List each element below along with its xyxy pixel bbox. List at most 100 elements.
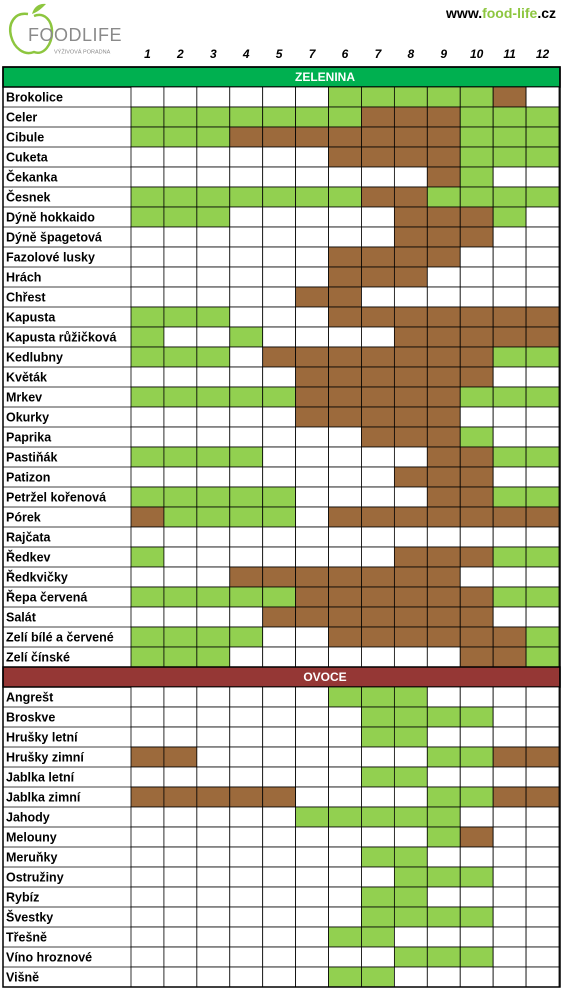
cell [361, 166, 395, 188]
cell [393, 546, 428, 568]
cell [492, 106, 527, 128]
cell [459, 966, 494, 988]
cell [492, 786, 527, 808]
cell [229, 546, 264, 568]
cell [459, 426, 494, 448]
cell [196, 486, 231, 508]
cell [163, 626, 198, 648]
cell [328, 106, 362, 128]
cell [393, 106, 428, 128]
cell [262, 546, 297, 568]
cell [130, 126, 165, 148]
cell [196, 806, 231, 828]
cell [295, 826, 329, 848]
cell [393, 406, 428, 428]
row-label: Okurky [6, 410, 49, 424]
cell [328, 706, 362, 728]
cell [426, 926, 461, 948]
cell [393, 166, 428, 188]
cell [426, 866, 461, 888]
cell [295, 106, 329, 128]
row-label: Pórek [6, 510, 41, 524]
cell [262, 766, 297, 788]
cell [361, 386, 395, 408]
cell [229, 766, 264, 788]
cell [426, 706, 461, 728]
cell [229, 186, 264, 208]
month-label: 6 [342, 47, 349, 61]
cell [262, 226, 297, 248]
cell [163, 906, 198, 928]
cell [163, 766, 198, 788]
cell [229, 626, 264, 648]
cell [459, 546, 494, 568]
month-label: 4 [242, 47, 250, 61]
cell [525, 566, 560, 588]
cell [393, 766, 428, 788]
cell [426, 806, 461, 828]
cell [361, 586, 395, 608]
cell [361, 886, 395, 908]
cell [196, 386, 231, 408]
cell [196, 506, 231, 528]
cell [525, 946, 560, 968]
cell [492, 206, 527, 228]
cell [459, 906, 494, 928]
cell [229, 106, 264, 128]
cell [196, 866, 231, 888]
cell [492, 646, 527, 668]
cell [361, 486, 395, 508]
cell [130, 846, 165, 868]
cell [295, 526, 329, 548]
month-label: 10 [470, 47, 484, 61]
cell [262, 966, 297, 988]
cell [393, 906, 428, 928]
row-label: Cibule [6, 130, 44, 144]
url-name: food-life [482, 5, 537, 21]
cell [262, 506, 297, 528]
cell [196, 526, 231, 548]
cell [262, 386, 297, 408]
cell [163, 386, 198, 408]
cell [163, 366, 198, 388]
month-label: 1 [144, 47, 151, 61]
cell [459, 686, 494, 708]
cell [262, 86, 297, 108]
cell [361, 286, 395, 308]
cell [196, 646, 231, 668]
cell [262, 806, 297, 828]
cell [459, 646, 494, 668]
cell [459, 866, 494, 888]
month-label: 11 [503, 47, 516, 61]
cell [328, 226, 362, 248]
row-label: Kapusta růžičková [6, 330, 117, 344]
cell [426, 586, 461, 608]
cell [229, 266, 264, 288]
cell [492, 626, 527, 648]
cell [229, 166, 264, 188]
cell [492, 526, 527, 548]
cell [361, 106, 395, 128]
cell [196, 266, 231, 288]
cell [295, 766, 329, 788]
cell [163, 266, 198, 288]
cell [262, 266, 297, 288]
cell [328, 186, 362, 208]
cell [130, 366, 165, 388]
cell [328, 286, 362, 308]
cell [393, 786, 428, 808]
cell [262, 906, 297, 928]
cell [196, 886, 231, 908]
cell [525, 126, 560, 148]
cell [459, 786, 494, 808]
row-label: Zelí čínské [6, 650, 70, 664]
cell [492, 706, 527, 728]
cell [295, 966, 329, 988]
cell [361, 126, 395, 148]
cell [492, 766, 527, 788]
cell [393, 746, 428, 768]
cell [130, 766, 165, 788]
cell [295, 626, 329, 648]
cell [163, 226, 198, 248]
cell [426, 726, 461, 748]
